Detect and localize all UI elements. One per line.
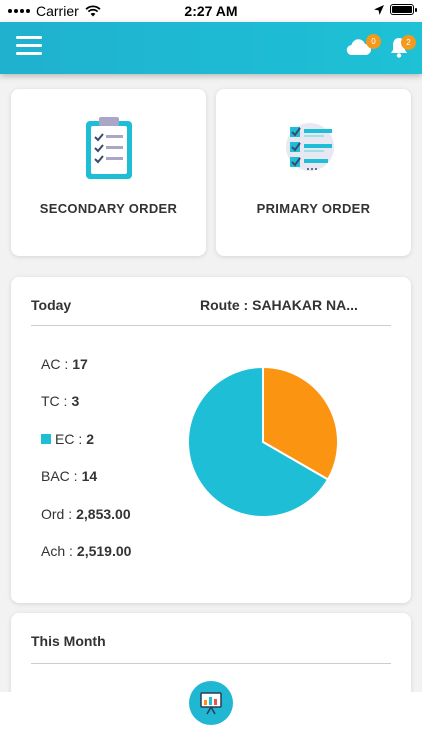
stat-bac: BAC :14 (41, 468, 98, 485)
stat-value: 3 (71, 393, 80, 410)
menu-icon-bar (16, 36, 42, 39)
signal-icon (8, 9, 30, 13)
clipboard-checklist-icon (11, 115, 206, 186)
stat-ord: Ord :2,853.00 (41, 505, 131, 522)
stat-ach: Ach :2,519.00 (41, 543, 132, 560)
stat-value: 2,853.00 (76, 505, 131, 522)
legend-swatch (41, 433, 51, 444)
primary-order-card[interactable]: PRIMARY ORDER (216, 89, 411, 256)
stat-value: 2,519.00 (76, 543, 132, 560)
notifications-button[interactable]: 2 (389, 35, 416, 62)
stat-ac: AC :17 (41, 355, 88, 372)
route-label: Route : SAHAKAR NA... (200, 297, 358, 313)
month-title: This Month (31, 633, 106, 649)
notification-badge: 2 (401, 35, 416, 50)
stat-value: 2 (86, 430, 95, 447)
cloud-badge: 0 (366, 34, 381, 49)
clock: 2:27 AM (184, 3, 238, 19)
status-right (374, 4, 417, 15)
cloud-icon (346, 39, 372, 56)
menu-icon-bar (16, 52, 42, 55)
stat-label: BAC (41, 468, 70, 485)
location-arrow-icon (374, 4, 384, 15)
stat-label: TC (41, 393, 60, 410)
app-header: 0 2 (0, 22, 422, 74)
cloud-sync-button[interactable]: 0 (346, 34, 381, 60)
carrier-info: Carrier (8, 3, 101, 19)
presentation-board-icon (200, 692, 222, 715)
today-summary-card: Today Route : SAHAKAR NA... AC :17 TC :3… (11, 277, 411, 603)
menu-button[interactable] (16, 36, 42, 58)
stat-label: EC (55, 430, 75, 447)
stat-label: AC (41, 355, 61, 372)
divider (31, 663, 391, 664)
today-title: Today (31, 297, 72, 313)
stat-label: Ach (41, 543, 66, 560)
stat-value: 14 (81, 468, 98, 485)
battery-icon (390, 4, 417, 15)
status-bar: Carrier 2:27 AM (0, 0, 422, 22)
pie-slice (187, 365, 330, 518)
today-stats: AC :17 TC :3 EC :2 BAC :14 Ord :2,853.00… (41, 345, 131, 570)
pie-slice (262, 365, 339, 481)
stat-label: Ord (41, 505, 65, 522)
stat-ec: EC :2 (41, 420, 131, 458)
checklist-icon (216, 115, 411, 178)
primary-order-label: PRIMARY ORDER (256, 201, 371, 216)
wifi-icon (85, 5, 101, 17)
secondary-order-label: SECONDARY ORDER (39, 201, 178, 216)
stat-tc: TC :3 (41, 393, 80, 410)
divider (31, 325, 391, 326)
stat-value: 17 (72, 355, 88, 372)
presentation-button[interactable] (189, 681, 233, 725)
carrier-label: Carrier (36, 3, 79, 19)
menu-icon-bar (16, 44, 42, 47)
secondary-order-card[interactable]: SECONDARY ORDER (11, 89, 206, 256)
today-pie-chart (187, 365, 339, 518)
